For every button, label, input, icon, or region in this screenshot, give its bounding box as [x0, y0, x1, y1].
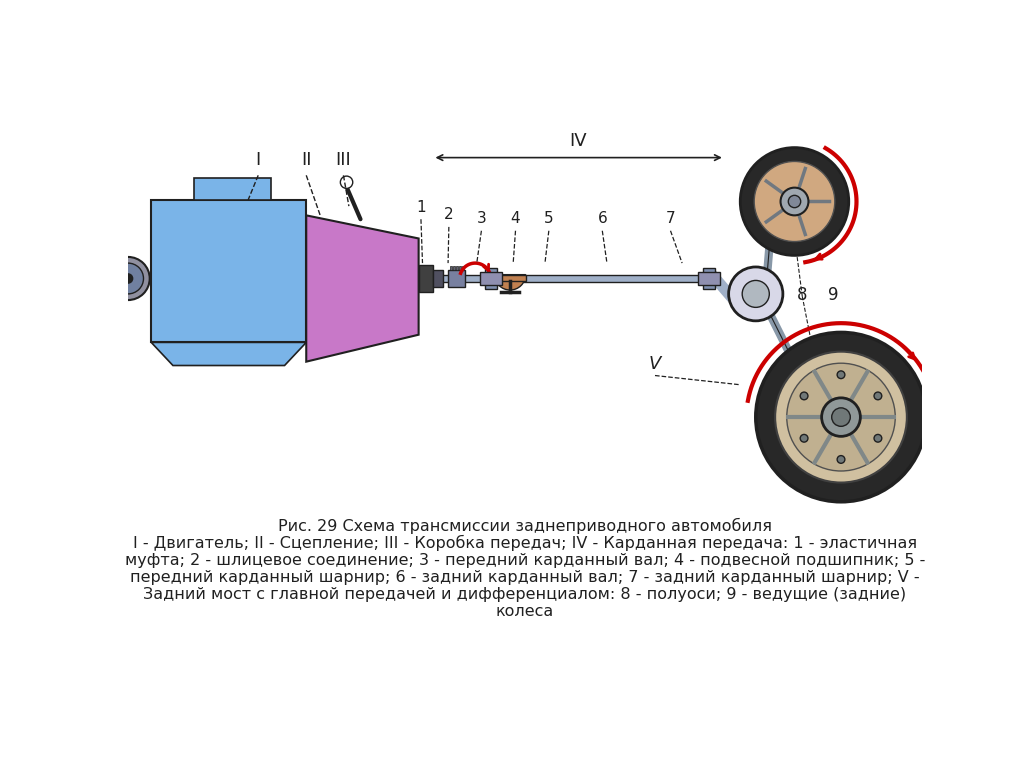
Circle shape — [786, 363, 895, 471]
Circle shape — [838, 455, 845, 463]
Text: колеса: колеса — [496, 604, 554, 619]
Circle shape — [831, 408, 850, 426]
Wedge shape — [495, 275, 525, 290]
Circle shape — [755, 161, 835, 242]
Circle shape — [729, 267, 783, 321]
Bar — [419, 265, 432, 293]
Bar — [152, 200, 306, 343]
Text: III: III — [336, 151, 351, 169]
Text: V: V — [649, 356, 662, 373]
Circle shape — [340, 176, 352, 188]
Text: 3: 3 — [476, 211, 486, 226]
Circle shape — [775, 352, 907, 482]
Bar — [450, 266, 452, 270]
Circle shape — [123, 274, 133, 283]
Bar — [484, 268, 497, 290]
Text: передний карданный шарнир; 6 - задний карданный вал; 7 - задний карданный шарнир: передний карданный шарнир; 6 - задний ка… — [130, 570, 920, 585]
Text: 2: 2 — [444, 207, 454, 222]
Bar — [462, 266, 464, 270]
Circle shape — [874, 435, 882, 442]
Polygon shape — [306, 215, 419, 362]
Text: 4: 4 — [511, 211, 520, 226]
Circle shape — [740, 147, 849, 256]
Text: 9: 9 — [828, 286, 839, 304]
Text: Рис. 29 Схема трансмиссии заднеприводного автомобиля: Рис. 29 Схема трансмиссии заднеприводног… — [278, 518, 772, 534]
Circle shape — [838, 371, 845, 379]
Bar — [495, 275, 525, 281]
Text: 5: 5 — [544, 211, 554, 226]
Text: I - Двигатель; II - Сцепление; III - Коробка передач; IV - Карданная передача: 1: I - Двигатель; II - Сцепление; III - Кор… — [133, 535, 916, 551]
Text: II: II — [301, 151, 311, 169]
Bar — [449, 270, 465, 287]
Bar — [459, 266, 461, 270]
Bar — [194, 178, 271, 200]
Text: Задний мост с главной передачей и дифференциалом: 8 - полуоси; 9 - ведущие (задн: Задний мост с главной передачей и диффер… — [143, 587, 906, 602]
Text: 6: 6 — [597, 211, 607, 226]
Text: 1: 1 — [416, 200, 426, 214]
Text: 8: 8 — [797, 286, 808, 304]
Bar — [432, 276, 717, 282]
Bar — [432, 270, 443, 287]
Circle shape — [800, 392, 808, 400]
Circle shape — [106, 257, 150, 300]
Circle shape — [106, 294, 122, 310]
Circle shape — [780, 187, 809, 215]
Polygon shape — [152, 343, 306, 366]
Bar — [456, 266, 458, 270]
Circle shape — [800, 435, 808, 442]
Bar — [703, 268, 716, 290]
Text: I: I — [256, 151, 261, 169]
Text: IV: IV — [569, 132, 587, 150]
Circle shape — [874, 392, 882, 400]
Circle shape — [106, 248, 122, 263]
Bar — [480, 273, 502, 285]
Bar — [453, 266, 455, 270]
Text: муфта; 2 - шлицевое соединение; 3 - передний карданный вал; 4 - подвесной подшип: муфта; 2 - шлицевое соединение; 3 - пере… — [125, 553, 925, 568]
Bar — [698, 273, 720, 285]
Circle shape — [113, 263, 143, 294]
Circle shape — [756, 333, 927, 502]
Circle shape — [821, 398, 860, 436]
Text: 7: 7 — [666, 211, 675, 226]
Circle shape — [788, 195, 801, 207]
Circle shape — [742, 280, 769, 307]
